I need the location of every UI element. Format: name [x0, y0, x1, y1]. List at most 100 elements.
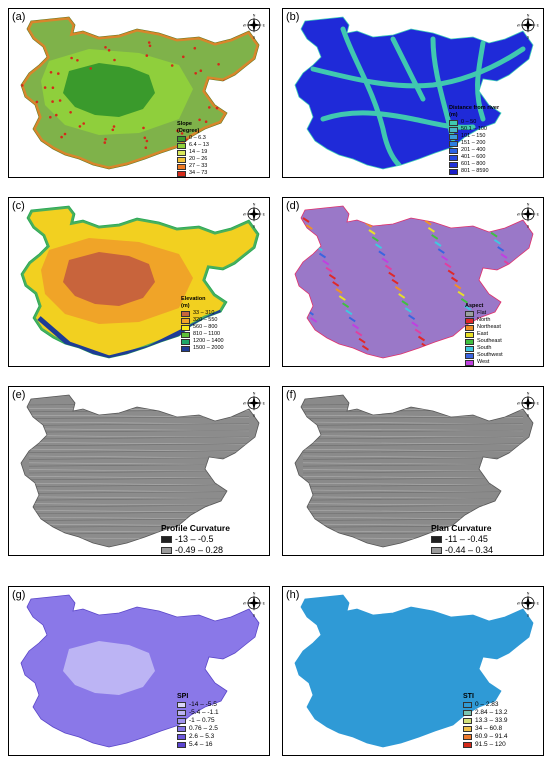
- legend-item: Southeast: [465, 338, 503, 345]
- north-arrow-icon: N S W E: [243, 203, 265, 228]
- compass-n-label: N: [253, 592, 256, 596]
- aspect-stroke: [388, 271, 396, 278]
- legend-item-label: 401 – 600: [461, 154, 486, 160]
- aspect-stroke: [325, 266, 333, 273]
- map-speckle: [245, 76, 248, 79]
- legend-item: West: [465, 359, 503, 366]
- legend-item-label: 60.9 – 91.4: [475, 733, 508, 740]
- map-zone: [63, 641, 155, 695]
- legend-swatch: [177, 149, 186, 156]
- legend-swatch: [465, 310, 474, 317]
- legend-swatch: [465, 345, 474, 352]
- compass-e-label: E: [263, 213, 265, 217]
- compass-s-label: S: [527, 36, 530, 40]
- legend-swatch: [465, 338, 474, 345]
- aspect-stroke: [520, 295, 528, 302]
- legend-item: 0.76 – 2.5: [177, 725, 219, 733]
- map-speckle: [147, 41, 151, 44]
- map-speckle: [89, 67, 92, 70]
- map-speckle: [176, 129, 179, 132]
- legend: Elevation (m) 33 – 310 320 – 550 560 – 800 81…: [181, 296, 224, 352]
- legend-item-label: 801 – 8590: [461, 168, 489, 174]
- legend: Distance from river (m) 0 – 50 50.1 – 100 10…: [449, 105, 499, 175]
- map-speckle: [237, 110, 240, 114]
- legend-unit: (Degree): [177, 128, 200, 134]
- legend-swatch: [177, 163, 186, 170]
- aspect-stroke: [375, 243, 383, 250]
- legend-item-label: 33 – 310: [193, 310, 215, 316]
- legend-item-label: 810 – 1100: [193, 331, 221, 337]
- legend-item: 2.84 – 13.2: [463, 709, 508, 717]
- map-speckle: [208, 106, 211, 109]
- legend-swatch: [177, 742, 186, 748]
- aspect-stroke: [322, 259, 330, 266]
- compass-n-label: N: [527, 203, 530, 207]
- legend-swatch: [465, 352, 474, 359]
- curvature-texture: [28, 429, 250, 433]
- legend-item: 801 – 8590: [449, 168, 499, 175]
- legend-item: 13.3 – 33.9: [463, 717, 508, 725]
- legend-swatch: [431, 547, 442, 554]
- aspect-stroke: [338, 295, 346, 301]
- legend-item-label: 560 – 800: [193, 324, 218, 330]
- study-area-map: [20, 394, 260, 548]
- panel-label: (c): [12, 200, 25, 212]
- panel-label: (b): [286, 11, 300, 23]
- legend-item: 320 – 550: [181, 317, 224, 324]
- map-speckle: [60, 135, 63, 139]
- legend-item: 5.4 – 16: [177, 741, 219, 749]
- map-speckle: [51, 100, 54, 103]
- legend-swatch: [177, 734, 186, 740]
- study-area-outline: [294, 394, 534, 548]
- aspect-stroke: [454, 283, 462, 290]
- aspect-stroke: [441, 255, 449, 262]
- compass-w-label: W: [517, 402, 520, 406]
- river-buffer: [340, 26, 402, 168]
- legend-item: 560 – 800: [181, 324, 224, 331]
- legend: Aspect Flat North Northeast East Southeast Sou…: [465, 303, 503, 366]
- map-speckle: [182, 55, 185, 59]
- aspect-stroke: [437, 248, 445, 254]
- panel-label: (d): [286, 200, 300, 212]
- aspect-stroke: [394, 285, 402, 292]
- map-speckle: [58, 99, 62, 102]
- aspect-stroke: [404, 307, 412, 313]
- aspect-stroke: [513, 281, 521, 288]
- legend-title: Slope: [177, 121, 192, 127]
- legend-item-label: -11 – -0.45: [445, 534, 488, 544]
- map-speckle: [112, 125, 116, 128]
- map-speckle: [21, 84, 24, 87]
- aspect-stroke: [351, 323, 360, 330]
- map-speckle: [30, 65, 33, 68]
- legend-item: Flat: [465, 310, 503, 317]
- legend-item: Southwest: [465, 352, 503, 359]
- legend-item-label: 2.6 – 5.3: [189, 733, 215, 740]
- aspect-stroke: [516, 288, 525, 295]
- legend-swatch: [463, 702, 472, 708]
- legend-swatch: [449, 133, 458, 140]
- legend-item: -13 – -0.5: [161, 534, 230, 545]
- aspect-stroke: [464, 305, 472, 311]
- legend-item: -11 – -0.45: [431, 534, 493, 545]
- river-buffer: [475, 40, 486, 122]
- aspect-stroke: [328, 273, 336, 280]
- map-speckle: [145, 54, 149, 57]
- legend-item: South: [465, 345, 503, 352]
- legend-item: 91.5 – 120: [463, 741, 508, 749]
- aspect-stroke: [318, 252, 327, 259]
- map-speckle: [237, 94, 240, 97]
- legend-item-label: -0.49 – 0.28: [175, 545, 224, 555]
- map-speckle: [213, 93, 217, 97]
- map-speckle: [113, 58, 116, 62]
- north-arrow-icon: N S W E: [517, 392, 539, 417]
- panel-label: (g): [12, 589, 26, 601]
- compass-n-label: N: [253, 14, 256, 18]
- legend-swatch: [177, 142, 186, 149]
- compass-e-label: E: [263, 602, 265, 606]
- legend-item-label: -5.4 – -1.1: [189, 709, 219, 716]
- legend-swatch: [181, 345, 190, 352]
- panel-e-profile-curvature: (e) N S W E Profile Curvature-13 – -0.5-0.49 …: [8, 386, 270, 556]
- study-area-map: [294, 205, 534, 359]
- aspect-stroke: [444, 262, 452, 269]
